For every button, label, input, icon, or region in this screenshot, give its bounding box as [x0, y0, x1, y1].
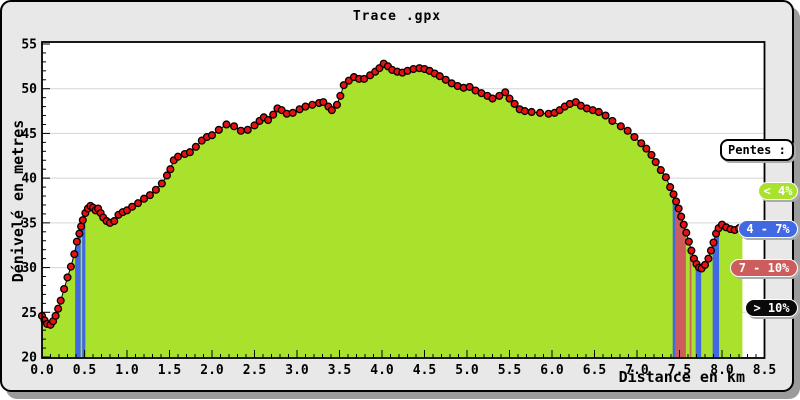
x-axis-title: Distance en km [618, 368, 745, 386]
plot-frame [41, 41, 766, 359]
elevation-chart: 0.0 0.5 1.0 1.5 2.0 2.5 3.0 3.5 4.0 4.5 5.0 5.5 6.0 6… [21, 38, 776, 379]
svg-text:3.5: 3.5 [328, 363, 351, 378]
svg-text:55: 55 [21, 38, 37, 53]
svg-text:8.0: 8.0 [710, 363, 734, 378]
svg-text:2.5: 2.5 [243, 363, 266, 378]
legend-title: Pentes : [720, 139, 794, 161]
svg-text:1.0: 1.0 [115, 363, 139, 378]
svg-text:3.0: 3.0 [285, 363, 309, 378]
legend-pill-slope-lt4: < 4% [758, 182, 798, 200]
track-point-markers [37, 59, 747, 329]
svg-text:2.0: 2.0 [200, 363, 224, 378]
y-axis-tick-labels: 20 25 30 35 40 45 50 55 [21, 38, 37, 366]
plot-window: 0.0 0.5 1.0 1.5 2.0 2.5 3.0 3.5 4.0 4.5 5.0 5.5 6.0 6… [0, 0, 798, 392]
svg-text:35: 35 [21, 216, 37, 231]
svg-text:7.5: 7.5 [668, 363, 691, 378]
svg-text:1.5: 1.5 [158, 363, 181, 378]
elevation-area [42, 63, 743, 357]
svg-text:45: 45 [21, 127, 37, 142]
y-axis-title: Dénivelé en metres [9, 119, 27, 283]
legend-pill-slope-7-10: 7 - 10% [730, 259, 798, 277]
svg-text:6.5: 6.5 [583, 363, 606, 378]
x-axis-tick-labels: 0.0 0.5 1.0 1.5 2.0 2.5 3.0 3.5 4.0 4.5 5.0 5.5 6.0 6… [30, 363, 776, 378]
svg-text:25: 25 [21, 306, 37, 321]
svg-text:30: 30 [21, 261, 37, 276]
svg-text:8.5: 8.5 [753, 363, 776, 378]
svg-text:0.5: 0.5 [73, 363, 96, 378]
svg-text:50: 50 [21, 82, 37, 97]
svg-text:40: 40 [21, 172, 37, 187]
svg-text:7.0: 7.0 [625, 363, 649, 378]
legend-pill-slope-gt10: > 10% [745, 299, 798, 317]
svg-text:20: 20 [21, 351, 37, 366]
svg-text:0.0: 0.0 [30, 363, 54, 378]
svg-text:5.0: 5.0 [455, 363, 479, 378]
legend-pill-slope-4-7: 4 - 7% [738, 220, 798, 238]
svg-text:6.0: 6.0 [540, 363, 564, 378]
svg-text:4.5: 4.5 [413, 363, 436, 378]
chart-title: Trace .gpx [352, 9, 442, 24]
svg-text:5.5: 5.5 [498, 363, 521, 378]
svg-text:4.0: 4.0 [370, 363, 394, 378]
